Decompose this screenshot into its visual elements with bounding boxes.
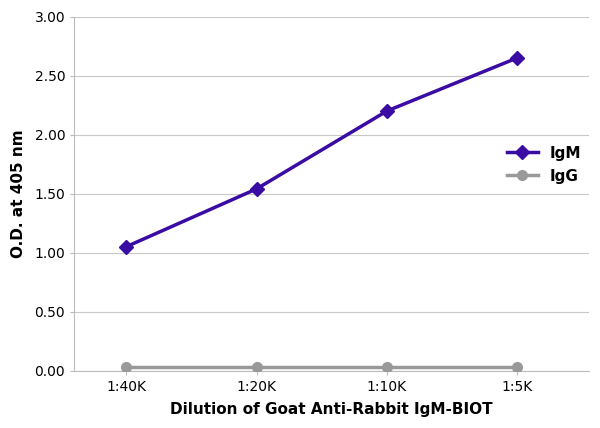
IgG [514, 364, 521, 369]
IgM [514, 55, 521, 60]
IgG [123, 364, 130, 369]
IgG [253, 364, 260, 369]
IgM [253, 186, 260, 191]
Y-axis label: O.D. at 405 nm: O.D. at 405 nm [11, 129, 26, 258]
Line: IgM: IgM [121, 53, 522, 252]
X-axis label: Dilution of Goat Anti-Rabbit IgM-BIOT: Dilution of Goat Anti-Rabbit IgM-BIOT [170, 402, 493, 417]
IgM [123, 244, 130, 249]
Legend: IgM, IgG: IgM, IgG [507, 146, 581, 184]
Line: IgG: IgG [121, 362, 522, 372]
IgM [383, 108, 391, 113]
IgG [383, 364, 391, 369]
